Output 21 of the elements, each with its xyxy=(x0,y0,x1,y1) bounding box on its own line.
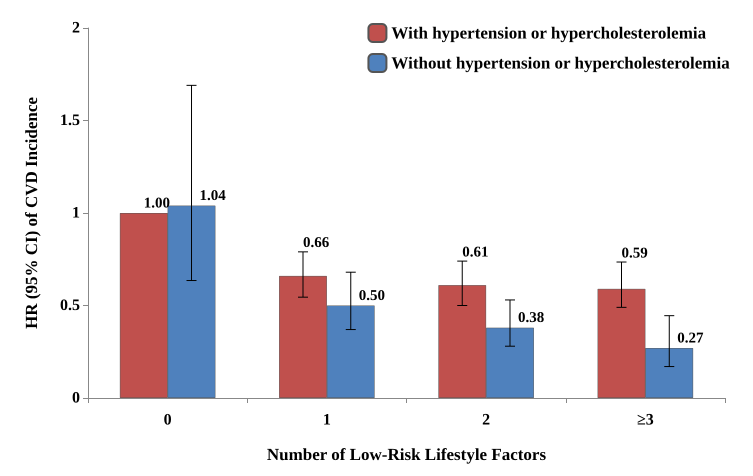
x-axis-title: Number of Low-Risk Lifestyle Factors xyxy=(266,445,546,464)
legend-label: Without hypertension or hypercholesterolemia xyxy=(391,54,730,72)
data-label: 0.50 xyxy=(358,288,386,304)
y-tick-label: 0.5 xyxy=(60,297,80,314)
y-tick-label: 1.5 xyxy=(60,112,80,129)
data-label: 0.59 xyxy=(621,246,648,262)
y-tick-label: 2 xyxy=(72,20,80,36)
legend-label: With hypertension or hypercholesterolemia xyxy=(391,24,707,42)
data-label: 0.27 xyxy=(677,330,704,347)
x-tick-label: 1 xyxy=(322,412,331,428)
data-label: 0.61 xyxy=(462,244,488,261)
data-label: 1.00 xyxy=(144,196,170,212)
y-tick-label: 0 xyxy=(72,390,80,406)
y-axis-title: HR (95% CI) of CVD Incidence xyxy=(22,96,41,329)
data-label: 1.04 xyxy=(200,188,226,204)
y-tick-label: 1 xyxy=(72,204,80,222)
data-label: 0.66 xyxy=(302,235,330,252)
x-tick-label: ≥3 xyxy=(636,412,654,428)
x-tick-label: 2 xyxy=(482,412,490,428)
data-label: 0.38 xyxy=(518,310,544,326)
x-tick-label: 0 xyxy=(164,412,172,428)
